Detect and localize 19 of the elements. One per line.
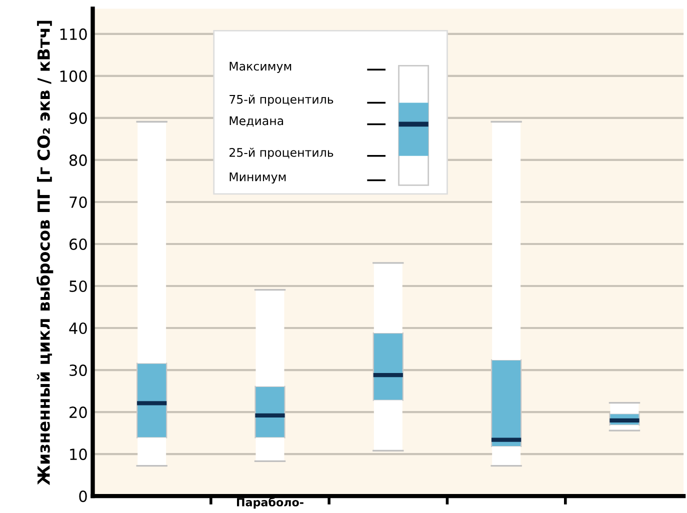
x-tick-label: Параболо- [237,497,304,509]
annotation: Минимум [230,172,286,184]
y-tick-label: 50 [70,280,87,292]
y-tick-label: 60 [70,238,87,250]
y-tick-label: 40 [69,322,87,334]
annotation: Максимум [230,62,292,73]
y-tick-label: 100 [60,70,87,82]
y-tick-label: 110 [60,28,87,40]
annotation: Медиана [230,116,284,127]
y-axis-title: Жизненный цикл выбросов ПГ [г CO₂ экв / кВтч] [36,20,54,486]
y-tick-label: 0 [79,490,87,502]
y-tick-label: 20 [70,406,87,418]
y-tick-label: 30 [70,364,87,376]
y-tick-label: 90 [69,112,87,124]
y-tick-label: 80 [69,154,87,166]
annotation: 75-й процентиль [230,94,334,106]
annotation: 25-й процентиль [230,148,334,160]
y-tick-label: 10 [70,448,87,460]
y-tick-label: 70 [70,196,87,208]
